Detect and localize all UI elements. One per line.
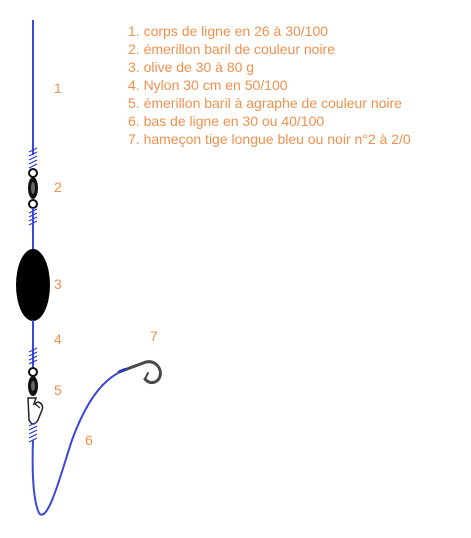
legend-item-2: 2. émerillon baril de couleur noire [128,41,335,57]
legend-item-3: 3. olive de 30 à 80 g [128,59,255,75]
marker-7-hook: 7 [150,328,158,344]
leader-line [31,371,121,516]
legend-item-6: 6. bas de ligne en 30 ou 40/100 [128,113,325,129]
marker-4-nylon: 4 [54,331,62,347]
legend-item-1: 1. corps de ligne en 26 à 30/100 [128,23,329,39]
marker-2-swivel: 2 [54,179,62,195]
marker-5-snap-swivel: 5 [54,382,62,398]
marker-6-leader: 6 [85,432,93,448]
marker-1-main-line: 1 [54,80,62,96]
snap-swivel-icon [27,347,44,443]
legend-item-7: 7. hameçon tige longue bleu ou noir n°2 … [128,131,411,147]
legend-item-5: 5. émerillon baril à agraphe de couleur … [128,95,402,111]
fish-hook-icon [117,360,162,385]
olive-sinker-icon [16,249,50,321]
marker-3-olive: 3 [54,276,62,292]
legend-item-4: 4. Nylon 30 cm en 50/100 [128,77,288,93]
barrel-swivel-icon [28,147,38,226]
legend-list: 1. corps de ligne en 26 à 30/100 2. émer… [128,22,411,148]
